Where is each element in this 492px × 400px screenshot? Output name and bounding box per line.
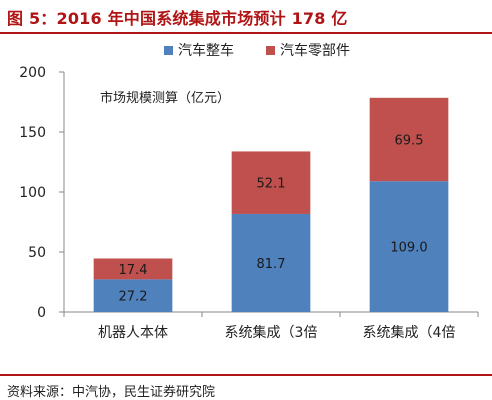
figure-header: 图 5：2016 年中国系统集成市场预计 178 亿 [0,0,492,32]
figure-title: 图 5：2016 年中国系统集成市场预计 178 亿 [7,9,348,28]
bars [93,97,449,312]
bar-segment [231,151,311,214]
bar-segment [93,258,173,280]
legend-label: 汽车整车 [178,42,234,59]
legend: 汽车整车 汽车零部件 [164,42,350,59]
chart-annotation: 市场规模测算（亿元） [100,90,230,106]
legend-swatch [266,46,275,55]
y-axis: 0 50 100 150 200 [19,65,65,321]
y-tick-label: 200 [19,65,46,81]
footer-divider [0,374,492,376]
y-tick-label: 150 [19,125,46,141]
bar-segment [369,181,449,312]
bar-value-label: 109.0 [390,241,427,256]
bar-segment [231,213,311,312]
bar-segment [93,279,173,312]
source-note: 资料来源：中汽协，民生证券研究院 [7,385,216,400]
bar-value-label: 17.4 [119,263,148,278]
x-tick-label: 系统集成（4倍 [363,324,456,341]
bar-value-label: 52.1 [257,177,286,192]
data-labels: 27.2 81.7 109.0 17.4 52.1 69.5 [119,134,428,305]
y-tick-label: 50 [28,245,46,261]
stacked-bar-chart: 0 50 100 150 200 机器人本体 系统集成（3倍 系统集成（4倍 27.2 81.… [19,42,479,341]
bar-value-label: 69.5 [395,134,424,149]
chart-area: 0 50 100 150 200 机器人本体 系统集成（3倍 系统集成（4倍 27.2 81.… [0,34,492,374]
y-tick-label: 100 [19,185,46,201]
x-tick-label: 系统集成（3倍 [225,324,318,341]
bar-value-label: 81.7 [257,257,286,272]
x-axis: 机器人本体 系统集成（3倍 系统集成（4倍 [63,311,479,341]
legend-swatch [164,46,173,55]
bar-value-label: 27.2 [119,290,148,305]
legend-label: 汽车零部件 [280,42,350,59]
y-tick-label: 0 [37,305,46,321]
header-divider [0,32,492,34]
bar-segment [369,97,449,182]
x-tick-label: 机器人本体 [98,325,168,341]
